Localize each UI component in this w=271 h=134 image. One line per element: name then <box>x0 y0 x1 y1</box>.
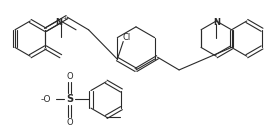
Text: O: O <box>66 118 73 127</box>
Text: +: + <box>62 16 67 21</box>
Text: O: O <box>66 72 73 81</box>
Text: N: N <box>55 18 62 27</box>
Text: -O: -O <box>41 95 51 104</box>
Text: S: S <box>66 94 73 104</box>
Text: Cl: Cl <box>123 33 131 42</box>
Text: N: N <box>213 18 220 27</box>
